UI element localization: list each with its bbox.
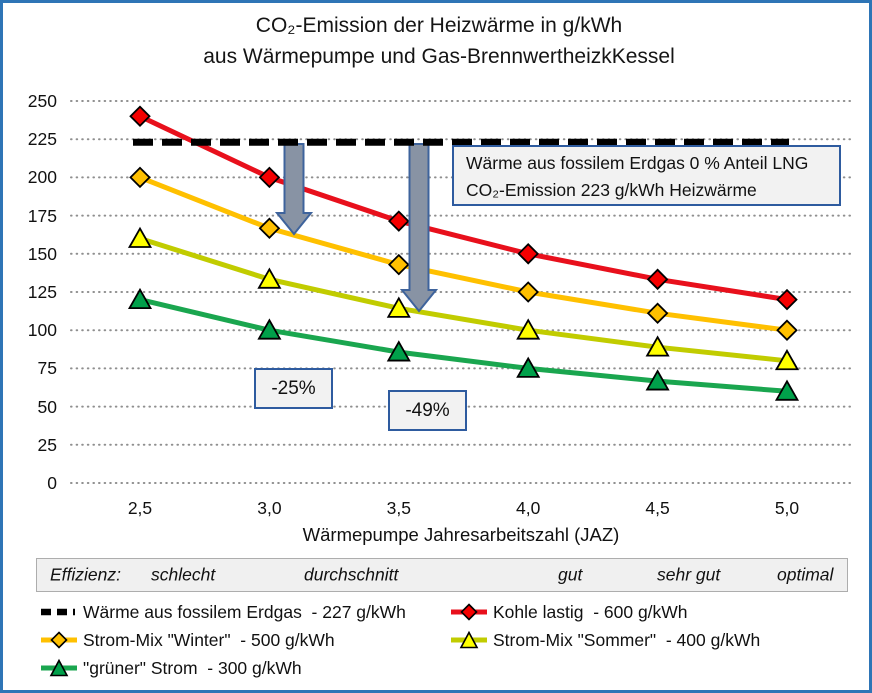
y-tick-label: 75	[37, 358, 57, 379]
x-tick-label: 4,5	[645, 498, 670, 518]
dashed-line-icon	[40, 602, 78, 622]
legend-label: Strom-Mix "Sommer" - 400 g/kWh	[493, 629, 761, 650]
efficiency-label-optimal: optimal	[777, 564, 834, 585]
red-diamond-line-icon	[450, 602, 488, 622]
x-axis-title: Wärmepumpe Jahresarbeitszahl (JAZ)	[302, 524, 620, 545]
legend-label: "grüner" Strom - 300 g/kWh	[83, 657, 302, 678]
y-tick-label: 125	[27, 282, 57, 302]
y-tick-label: 150	[27, 243, 57, 264]
y-tick-label: 0	[47, 473, 57, 493]
annotation-line1: Wärme aus fossilem Erdgas 0 % Anteil LNG	[466, 153, 809, 173]
x-tick-label: 5,0	[774, 498, 800, 518]
y-tick-label: 100	[27, 320, 57, 341]
legend-item-winter: Strom-Mix "Winter" - 500 g/kWh	[40, 628, 335, 652]
legend-label: Strom-Mix "Winter" - 500 g/kWh	[83, 629, 335, 650]
annotation-line2: CO₂-Emission 223 g/kWh Heizwärme	[466, 180, 757, 200]
gas-reference-annotation-box: Wärme aus fossilem Erdgas 0 % Anteil LNG…	[452, 145, 841, 206]
chart-title-line2: aus Wärmepumpe und Gas-BrennwertheizkKes…	[203, 45, 675, 68]
efficiency-scale-bar: Effizienz: schlecht durchschnitt gut seh…	[36, 558, 848, 592]
y-tick-label: 25	[37, 434, 57, 455]
legend-label: Kohle lastig - 600 g/kWh	[493, 601, 688, 622]
reduction-label-25: -25%	[254, 368, 333, 409]
efficiency-label-schlecht: schlecht	[151, 564, 216, 585]
y-tick-label: 225	[27, 129, 57, 150]
chart-title-line1: CO₂-Emission der Heizwärme in g/kWh	[255, 14, 623, 37]
x-tick-label: 4,0	[516, 498, 541, 518]
orange-diamond-line-icon	[40, 630, 78, 650]
reduction-label-49: -49%	[388, 390, 467, 431]
efficiency-prefix: Effizienz:	[50, 564, 121, 585]
legend-label: Wärme aus fossilem Erdgas - 227 g/kWh	[83, 601, 406, 622]
green-triangle-line-icon	[40, 658, 78, 678]
yellow-triangle-line-icon	[450, 630, 488, 650]
efficiency-label-sehr-gut: sehr gut	[657, 564, 721, 585]
efficiency-label-gut: gut	[558, 564, 583, 585]
x-tick-label: 3,0	[257, 498, 282, 518]
legend-item-gruener-strom: "grüner" Strom - 300 g/kWh	[40, 656, 302, 680]
x-tick-label: 2,5	[127, 498, 153, 518]
y-tick-label: 50	[37, 396, 57, 417]
legend-item-erdgas: Wärme aus fossilem Erdgas - 227 g/kWh	[40, 600, 406, 624]
efficiency-label-durchschnitt: durchschnitt	[304, 564, 399, 585]
plot-area	[70, 100, 851, 484]
legend-item-kohle: Kohle lastig - 600 g/kWh	[450, 600, 688, 624]
y-tick-label: 250	[27, 91, 57, 111]
y-tick-label: 175	[27, 205, 57, 226]
x-tick-label: 3,5	[386, 498, 411, 518]
legend-item-sommer: Strom-Mix "Sommer" - 400 g/kWh	[450, 628, 760, 652]
y-tick-label: 200	[27, 167, 57, 188]
